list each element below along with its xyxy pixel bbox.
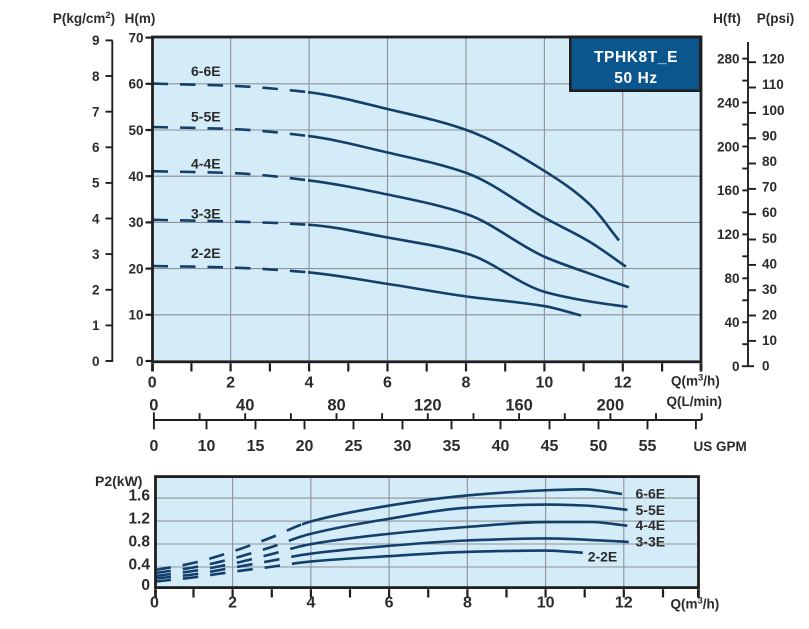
svg-text:80: 80 <box>762 154 777 169</box>
svg-text:80: 80 <box>327 397 345 415</box>
svg-text:30: 30 <box>128 215 143 230</box>
svg-text:Q(m3/h): Q(m3/h) <box>671 596 720 612</box>
svg-text:4: 4 <box>306 595 315 612</box>
svg-text:40: 40 <box>492 438 510 455</box>
svg-text:4: 4 <box>305 375 314 392</box>
svg-text:12: 12 <box>615 595 633 612</box>
svg-text:40: 40 <box>128 169 143 184</box>
svg-text:1.6: 1.6 <box>128 488 150 505</box>
svg-text:P(psi): P(psi) <box>757 11 795 26</box>
svg-text:6-6E: 6-6E <box>636 486 666 502</box>
svg-text:H(ft): H(ft) <box>713 11 741 26</box>
svg-text:2: 2 <box>228 595 237 612</box>
svg-text:10: 10 <box>537 595 555 612</box>
svg-text:160: 160 <box>505 397 533 415</box>
svg-text:120: 120 <box>414 397 442 415</box>
svg-text:4-4E: 4-4E <box>636 517 666 533</box>
svg-text:8: 8 <box>92 69 100 84</box>
svg-text:20: 20 <box>128 261 143 276</box>
svg-text:50: 50 <box>128 123 143 138</box>
svg-text:2-2E: 2-2E <box>191 245 221 261</box>
svg-text:0.4: 0.4 <box>128 557 150 574</box>
svg-text:50: 50 <box>762 231 777 246</box>
svg-text:2: 2 <box>226 375 235 392</box>
svg-text:5-5E: 5-5E <box>636 502 666 518</box>
svg-text:3-3E: 3-3E <box>191 206 221 222</box>
svg-text:10: 10 <box>128 308 143 323</box>
svg-text:30: 30 <box>394 438 412 455</box>
svg-text:H(m): H(m) <box>125 11 156 26</box>
svg-text:4-4E: 4-4E <box>191 156 221 172</box>
svg-text:80: 80 <box>724 271 739 286</box>
svg-text:6: 6 <box>92 140 100 155</box>
svg-text:240: 240 <box>717 95 740 110</box>
svg-text:100: 100 <box>762 103 785 118</box>
svg-text:50: 50 <box>590 438 608 455</box>
svg-text:50 Hz: 50 Hz <box>614 70 658 87</box>
svg-text:0: 0 <box>136 354 144 369</box>
svg-text:0: 0 <box>762 359 770 374</box>
svg-text:60: 60 <box>762 205 777 220</box>
svg-text:P2(kW): P2(kW) <box>95 473 142 489</box>
svg-text:6: 6 <box>385 595 394 612</box>
svg-text:60: 60 <box>128 77 143 92</box>
svg-text:0: 0 <box>150 595 159 612</box>
svg-text:1: 1 <box>92 318 100 333</box>
svg-text:2-2E: 2-2E <box>588 549 618 565</box>
svg-text:0.8: 0.8 <box>128 534 150 551</box>
svg-text:2: 2 <box>92 283 100 298</box>
svg-text:0: 0 <box>149 438 158 455</box>
svg-text:120: 120 <box>717 227 740 242</box>
svg-text:8: 8 <box>462 375 471 392</box>
svg-text:8: 8 <box>463 595 472 612</box>
svg-text:15: 15 <box>247 438 265 455</box>
svg-text:10: 10 <box>762 333 777 348</box>
svg-text:0: 0 <box>148 375 157 392</box>
svg-text:10: 10 <box>198 438 216 455</box>
svg-text:0: 0 <box>141 577 150 594</box>
svg-text:TPHK8T_E: TPHK8T_E <box>594 49 678 66</box>
svg-text:200: 200 <box>597 397 625 415</box>
svg-text:200: 200 <box>717 139 740 154</box>
svg-text:3: 3 <box>92 247 100 262</box>
svg-text:P(kg/cm2): P(kg/cm2) <box>53 10 115 26</box>
svg-text:9: 9 <box>92 33 100 48</box>
svg-text:0: 0 <box>92 354 100 369</box>
svg-text:Q(L/min): Q(L/min) <box>667 394 723 409</box>
svg-text:6: 6 <box>383 375 392 392</box>
svg-text:7: 7 <box>92 105 100 120</box>
svg-text:40: 40 <box>762 256 777 271</box>
svg-text:35: 35 <box>443 438 461 455</box>
svg-text:3-3E: 3-3E <box>636 533 666 549</box>
svg-text:40: 40 <box>724 315 739 330</box>
svg-text:30: 30 <box>762 282 777 297</box>
svg-text:20: 20 <box>762 308 777 323</box>
svg-text:40: 40 <box>236 397 254 415</box>
svg-text:55: 55 <box>639 438 657 455</box>
svg-text:5-5E: 5-5E <box>191 109 221 125</box>
svg-text:110: 110 <box>762 77 784 92</box>
svg-text:70: 70 <box>128 30 143 45</box>
svg-text:70: 70 <box>762 180 777 195</box>
svg-text:280: 280 <box>717 51 740 66</box>
svg-text:Q(m3/h): Q(m3/h) <box>671 373 720 389</box>
svg-text:1.2: 1.2 <box>128 511 150 528</box>
svg-text:10: 10 <box>536 375 554 392</box>
svg-text:12: 12 <box>614 375 632 392</box>
svg-text:5: 5 <box>92 176 100 191</box>
svg-text:4: 4 <box>92 211 100 226</box>
svg-text:160: 160 <box>717 183 740 198</box>
svg-text:25: 25 <box>345 438 363 455</box>
svg-text:0: 0 <box>732 359 740 374</box>
svg-text:US GPM: US GPM <box>694 439 747 454</box>
svg-text:120: 120 <box>762 52 785 67</box>
svg-text:20: 20 <box>296 438 314 455</box>
svg-text:6-6E: 6-6E <box>191 63 221 79</box>
svg-text:90: 90 <box>762 128 777 143</box>
svg-text:45: 45 <box>541 438 559 455</box>
svg-text:0: 0 <box>149 397 158 415</box>
